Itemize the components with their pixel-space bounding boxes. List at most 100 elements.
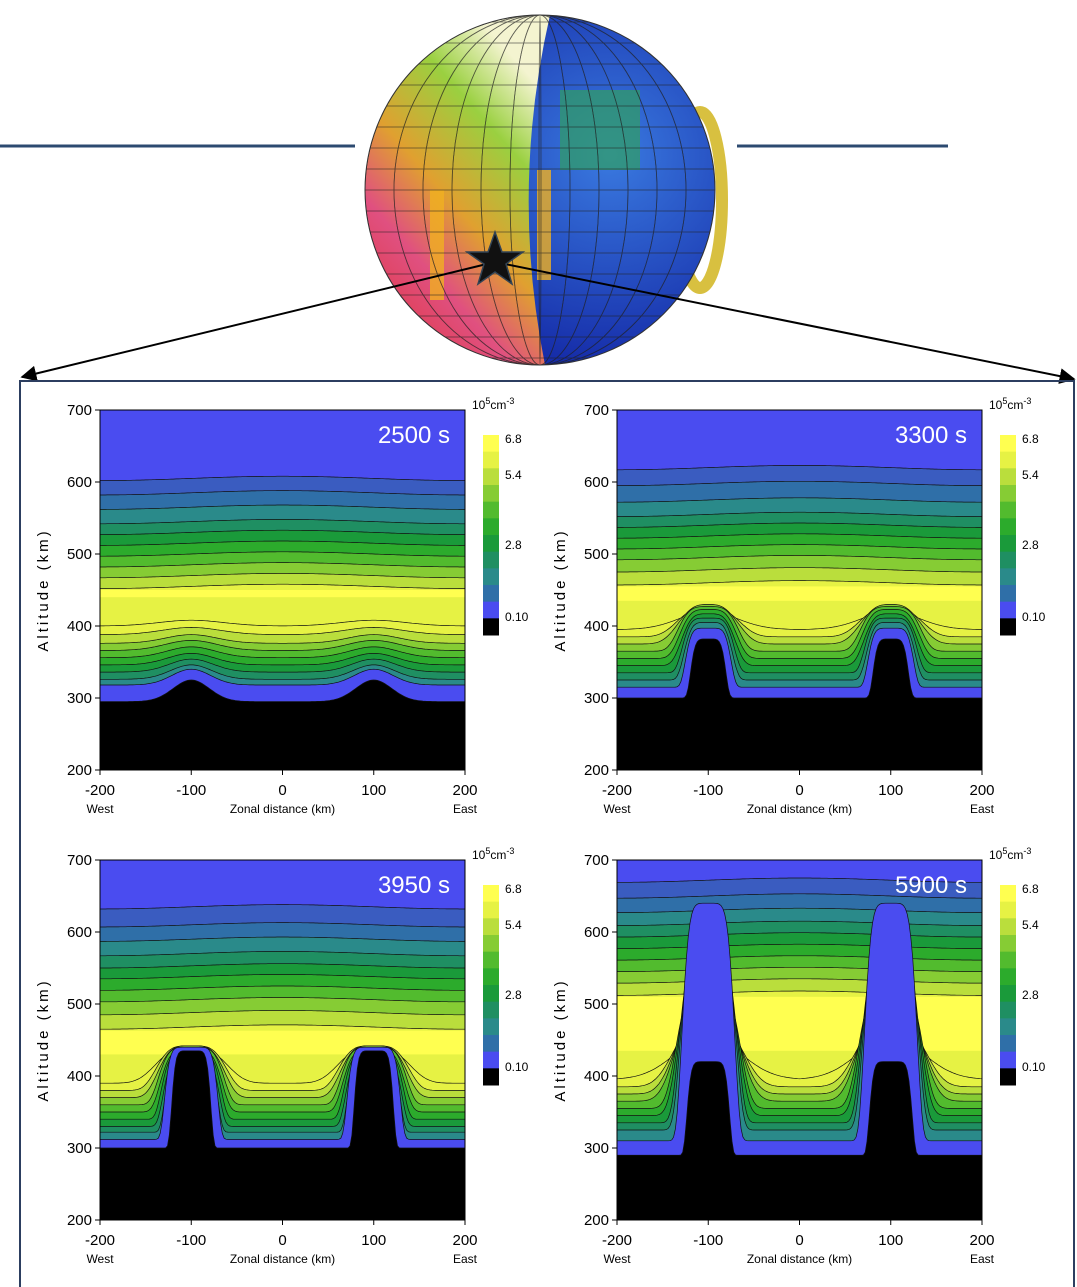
colorbar-swatch — [483, 585, 499, 603]
colorbar-unit: 105cm-3 — [989, 846, 1031, 862]
x-tick-label: 200 — [452, 1232, 477, 1249]
y-tick-label: 600 — [67, 474, 92, 491]
contour-band — [99, 1050, 466, 1221]
colorbar-swatch — [1000, 1001, 1016, 1019]
arrow — [494, 261, 1076, 384]
unit-part: cm — [490, 848, 506, 862]
unit-part: 10 — [989, 398, 1003, 412]
colorbar-swatch — [1000, 901, 1016, 919]
contour-band — [100, 590, 465, 598]
unit-part: 5 — [1002, 846, 1007, 856]
y-axis-label: Altitude (km) — [552, 978, 569, 1101]
y-tick-label: 400 — [67, 1068, 92, 1085]
x-tick-label: -200 — [85, 1232, 115, 1249]
globe — [364, 14, 728, 366]
colorbar-swatch — [483, 535, 499, 553]
contour-band — [617, 586, 982, 601]
x-axis-label: Zonal distance (km) — [230, 1252, 335, 1266]
colorbar-swatch — [1000, 618, 1016, 636]
colorbar-unit: 105cm-3 — [472, 846, 514, 862]
colorbar-tick-label: 5.4 — [1022, 918, 1039, 932]
x-east: East — [970, 802, 995, 816]
x-tick-label: -100 — [176, 782, 206, 799]
colorbar-tick-label: 6.8 — [1022, 432, 1039, 446]
contour-band — [99, 679, 466, 771]
x-axis-label: Zonal distance (km) — [747, 802, 852, 816]
unit-part: 10 — [989, 848, 1003, 862]
y-tick-label: 500 — [67, 546, 92, 563]
x-west: West — [603, 802, 631, 816]
x-west: West — [86, 1252, 114, 1266]
unit-part: -3 — [1023, 846, 1031, 856]
x-tick-label: -200 — [602, 782, 632, 799]
colorbar-tick-label: 5.4 — [505, 468, 522, 482]
y-tick-label: 600 — [584, 924, 609, 941]
contour-band — [616, 638, 983, 771]
colorbar-tick-label: 6.8 — [1022, 882, 1039, 896]
colorbar-swatch — [483, 918, 499, 936]
y-tick-label: 200 — [584, 1212, 609, 1229]
x-tick-label: 100 — [361, 782, 386, 799]
colorbar-swatch — [1000, 1018, 1016, 1036]
colorbar-tick-label: 5.4 — [1022, 468, 1039, 482]
colorbar-swatch — [1000, 935, 1016, 953]
contour-band — [100, 1030, 465, 1055]
colorbar-swatch — [1000, 885, 1016, 903]
colorbar-swatch — [483, 1068, 499, 1086]
colorbar-tick-label: 2.8 — [505, 988, 522, 1002]
colorbar-swatch — [1000, 918, 1016, 936]
y-tick-label: 500 — [584, 546, 609, 563]
y-tick-label: 300 — [584, 1140, 609, 1157]
colorbar-swatch — [1000, 501, 1016, 519]
colorbar-swatch — [483, 501, 499, 519]
x-tick-label: 0 — [795, 1232, 803, 1249]
y-tick-label: 400 — [584, 618, 609, 635]
colorbar-swatch — [483, 985, 499, 1003]
colorbar-swatch — [483, 935, 499, 953]
x-tick-label: 100 — [361, 1232, 386, 1249]
unit-part: -3 — [1023, 396, 1031, 406]
x-tick-label: 0 — [278, 1232, 286, 1249]
colorbar-swatch — [483, 951, 499, 969]
unit-part: 5 — [485, 846, 490, 856]
unit-part: 5 — [1002, 396, 1007, 406]
colorbar-swatch — [483, 1051, 499, 1069]
colorbar-tick-label: 2.8 — [1022, 538, 1039, 552]
y-tick-label: 300 — [67, 1140, 92, 1157]
colorbar-swatch — [1000, 601, 1016, 619]
contour-panel: 700 600 500 400 300 200 -200 -100 0 100 200 West Zon… — [552, 396, 1046, 816]
colorbar-swatch — [1000, 951, 1016, 969]
unit-part: cm — [490, 398, 506, 412]
y-axis-label: Altitude (km) — [552, 528, 569, 651]
x-west: West — [603, 1252, 631, 1266]
colorbar-tick-label: 2.8 — [1022, 988, 1039, 1002]
y-tick-label: 700 — [67, 402, 92, 419]
colorbar-tick-label: 6.8 — [505, 432, 522, 446]
colorbar-tick-label: 0.10 — [1022, 1060, 1046, 1074]
time-label: 3950 s — [378, 872, 450, 899]
x-tick-label: 0 — [278, 782, 286, 799]
x-tick-label: 100 — [878, 782, 903, 799]
arrow — [20, 261, 496, 382]
colorbar-unit: 105cm-3 — [472, 396, 514, 412]
x-tick-label: -100 — [693, 782, 723, 799]
colorbar-swatch — [483, 618, 499, 636]
x-tick-label: -100 — [176, 1232, 206, 1249]
colorbar-swatch — [483, 468, 499, 486]
x-east: East — [453, 1252, 478, 1266]
colorbar-tick-label: 5.4 — [505, 918, 522, 932]
colorbar-swatch — [483, 968, 499, 986]
x-axis-label: Zonal distance (km) — [747, 1252, 852, 1266]
colorbar-swatch — [483, 435, 499, 453]
colorbar-swatch — [1000, 1068, 1016, 1086]
time-label: 5900 s — [895, 872, 967, 899]
colorbar-swatch — [1000, 585, 1016, 603]
y-tick-label: 200 — [584, 762, 609, 779]
unit-part: 10 — [472, 848, 486, 862]
y-tick-label: 500 — [67, 996, 92, 1013]
colorbar-swatch — [1000, 535, 1016, 553]
x-tick-label: -200 — [85, 782, 115, 799]
contour-band — [617, 996, 982, 1051]
y-axis-label: Altitude (km) — [35, 978, 52, 1101]
colorbar-swatch — [1000, 485, 1016, 503]
